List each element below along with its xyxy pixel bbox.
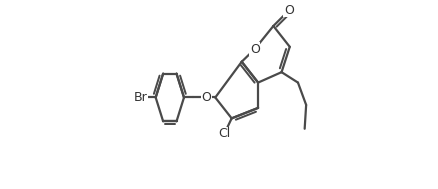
Text: Br: Br	[134, 91, 147, 104]
Text: O: O	[284, 4, 294, 17]
Text: O: O	[201, 91, 211, 104]
Text: Cl: Cl	[218, 127, 230, 140]
Text: O: O	[250, 43, 260, 56]
